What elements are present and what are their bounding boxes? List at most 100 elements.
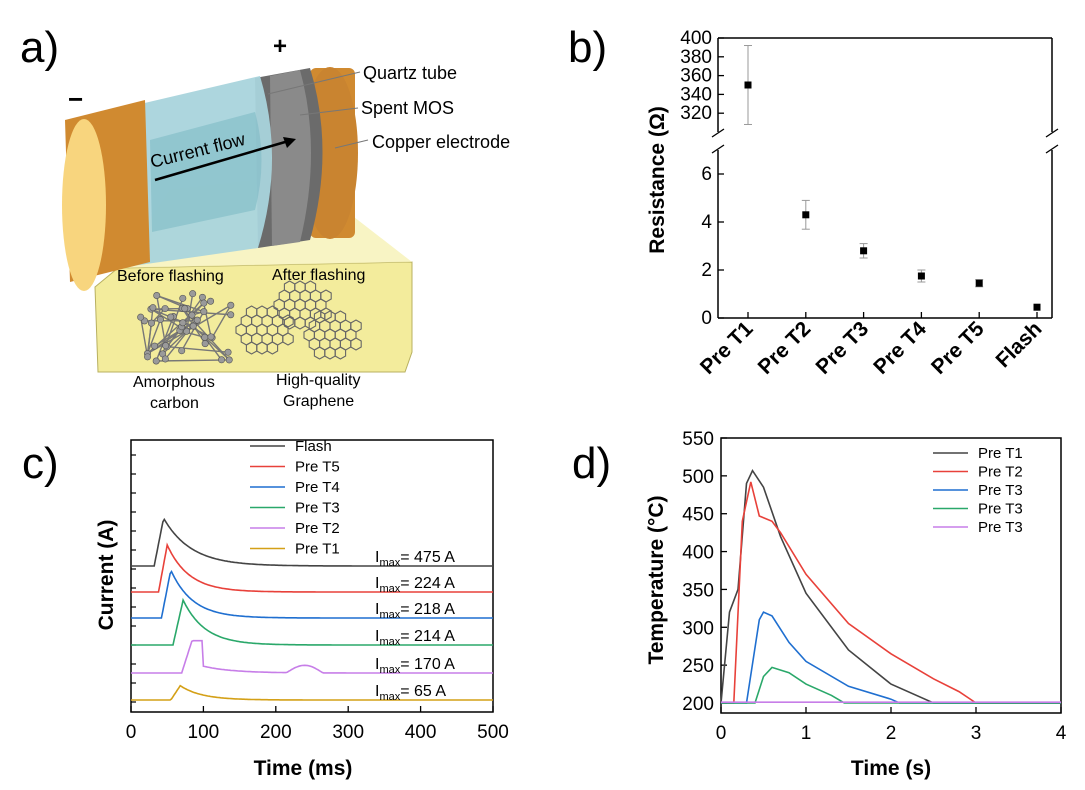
imax-value: = 475 A [400,549,455,566]
d-x-tick-label: 3 [971,723,982,744]
current-flow-arrow [154,138,293,182]
axis-break-mark [711,128,725,138]
d-x-tick-label: 4 [1056,723,1067,744]
d-y-tick-label: 350 [682,580,714,601]
atom [201,340,209,348]
c-plot-frame [130,439,494,713]
legend-label: Pre T2 [295,520,340,537]
current-trace [131,517,493,567]
amorphous-label-1: Amorphous [133,374,215,391]
d-y-tick-label: 200 [682,694,714,715]
imax-subscript: max [379,557,400,569]
bond [146,307,154,357]
before-flashing-label: Before flashing [117,268,224,285]
imax-annotation: Imax= 475 A [375,549,455,569]
b-x-tick-label: Flash [991,317,1046,372]
atom [218,356,226,364]
mos-leader [299,107,359,116]
legend-label: Pre T3 [978,482,1023,499]
d-x-tick-label: 0 [716,723,727,744]
c-x-tick-label: 100 [188,722,220,743]
atom [162,342,170,350]
c-x-tick-label: 500 [477,722,509,743]
atom [161,305,169,313]
c-y-axis-label: Current (A) [95,520,118,631]
c-x-tick-label: 300 [332,722,364,743]
bond [156,359,230,362]
atom [227,301,235,309]
atom [189,322,197,330]
imax-subscript: max [379,636,400,648]
b-x-tick-label: Pre T3 [811,317,873,379]
axis-break-mark [1045,128,1059,138]
atom [198,293,206,301]
minus-sign: − [68,84,83,114]
temperature-line [721,481,1061,704]
atom [201,333,209,341]
imax-value: = 170 A [400,656,455,673]
imax-symbol: I [375,683,379,700]
legend-label: Flash [295,438,332,455]
data-point [860,247,868,255]
atom [227,311,235,319]
panel-a: a) Current flow + − Quart [20,23,510,412]
graphene-structure [235,280,362,360]
copper-electrode-label: Copper electrode [372,132,510,152]
d-y-tick-label: 300 [682,618,714,639]
b-y-tick-label: 320 [680,103,712,124]
d-y-tick-label: 250 [682,656,714,677]
imax-subscript: max [379,609,400,621]
atom [207,297,215,305]
panel-label-b: b) [568,23,607,72]
b-x-tick-label: Pre T2 [754,317,816,379]
imax-subscript: max [379,583,400,595]
d-y-tick-label: 500 [682,467,714,488]
d-x-tick-label: 2 [886,723,897,744]
d-y-axis-label: Temperature (°C) [645,495,668,664]
b-y-tick-label: 340 [680,84,712,105]
legend-label: Pre T4 [295,479,340,496]
imax-symbol: I [375,575,379,592]
atom [183,327,191,335]
imax-annotation: Imax= 65 A [375,683,446,703]
legend-label: Pre T1 [978,445,1023,462]
atom [207,333,215,341]
amorphous-label-2: carbon [150,395,199,412]
d-y-tick-label: 400 [682,543,714,564]
plus-sign: + [273,33,287,60]
panel-label-a: a) [20,23,59,72]
atom [151,342,159,350]
imax-symbol: I [375,628,379,645]
legend-label: Pre T2 [978,464,1023,481]
imax-annotation: Imax= 224 A [375,575,455,595]
atom [152,357,160,365]
panel-d-temperature-chart: d) Temperature (°C) Time (s) 0 1 2 3 4 200 250… [572,429,1067,780]
legend-label: Pre T3 [295,500,340,517]
b-y-tick-label: 380 [680,47,712,68]
temperature-line [720,468,1061,704]
temperature-line [721,666,1061,704]
d-y-tick-label: 450 [682,505,714,526]
imax-value: = 214 A [400,628,455,645]
atom [179,294,187,302]
current-trace [131,684,493,701]
d-x-tick-label: 1 [801,723,812,744]
copper-front-face [62,119,106,291]
b-y-tick-label: 4 [701,212,712,233]
imax-subscript: max [379,664,400,676]
atom [178,347,186,355]
legend-label: Pre T3 [978,519,1023,536]
panel-label-d: d) [572,439,611,488]
data-point [975,279,983,287]
atom [144,353,152,361]
panel-c-current-chart: c) Current (A) Time (ms) 0 100 200 300 400 50… [22,438,509,780]
hexagon [304,316,317,330]
hexagon [320,307,332,321]
imax-symbol: I [375,549,379,566]
imax-value: = 224 A [400,575,455,592]
atom [147,319,155,327]
b-y-tick-label: 400 [680,28,712,49]
quartz-leader [267,71,361,95]
